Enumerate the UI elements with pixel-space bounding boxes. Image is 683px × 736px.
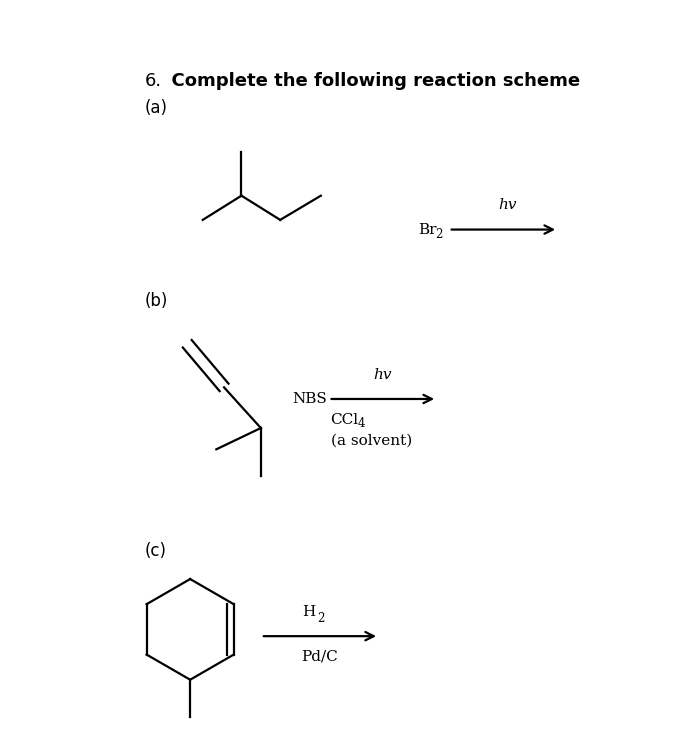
Text: CCl: CCl [331,413,359,427]
Text: hv: hv [499,198,517,212]
Text: (a solvent): (a solvent) [331,434,412,447]
Text: Br: Br [418,222,436,236]
Text: H: H [302,605,315,619]
Text: (c): (c) [145,542,167,560]
Text: (a): (a) [145,99,167,117]
Text: Pd/C: Pd/C [301,650,338,664]
Text: 2: 2 [435,228,443,241]
Text: 2: 2 [317,612,324,625]
Text: hv: hv [374,367,392,381]
Text: Complete the following reaction scheme: Complete the following reaction scheme [159,72,581,90]
Text: 4: 4 [358,417,365,431]
Text: (b): (b) [145,292,168,311]
Text: 6.: 6. [145,72,162,90]
Text: NBS: NBS [292,392,326,406]
